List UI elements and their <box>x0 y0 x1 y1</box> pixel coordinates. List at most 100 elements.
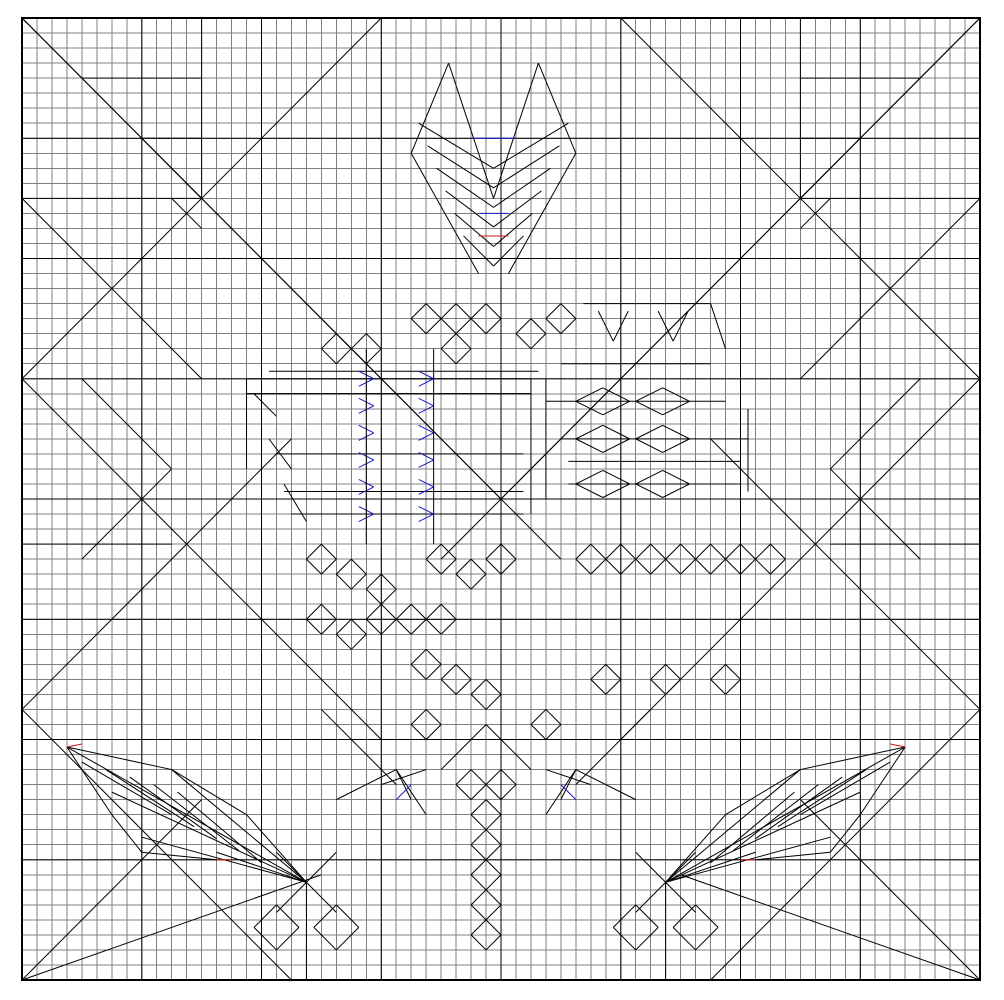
body-diamond <box>651 544 666 559</box>
body-diamond <box>741 544 756 559</box>
body-diamond <box>381 604 396 619</box>
leaf-base-diamond <box>336 905 358 928</box>
stem-diamond <box>471 770 486 785</box>
body-diamond <box>726 664 741 679</box>
body-diamond <box>321 544 336 559</box>
stem-diamond <box>486 860 501 875</box>
right-block-diamond <box>603 470 630 484</box>
body-diamond <box>441 304 456 319</box>
body-diamond <box>336 349 351 364</box>
body-diamond <box>411 724 426 739</box>
right-leaf-rib <box>666 792 861 882</box>
left-leaf-rib <box>172 770 307 883</box>
right-leaf-hatch <box>778 770 866 827</box>
left-leaf-hatch <box>178 792 262 863</box>
body-diamond <box>651 664 666 679</box>
right-block-diamond <box>603 388 630 402</box>
body-diamond <box>591 679 606 694</box>
stem-diamond <box>486 815 501 830</box>
leaf-base-diamond <box>673 927 695 950</box>
body-diamond <box>711 679 726 694</box>
body-diamond <box>351 634 366 649</box>
body-diamond <box>621 559 636 574</box>
stem-diamond <box>471 905 486 920</box>
right-block-diamond <box>603 439 630 453</box>
right-block-diamond <box>636 470 663 484</box>
body-diamond <box>351 349 366 364</box>
left-block-corner <box>254 394 276 417</box>
body-diamond <box>546 724 561 739</box>
body-diamond <box>546 304 561 319</box>
stem-diamond <box>501 785 516 800</box>
body-diamond <box>486 694 501 709</box>
body-diamond <box>636 544 651 559</box>
body-diamond <box>726 559 741 574</box>
body-diamond <box>411 619 426 634</box>
leaf-base-diamond <box>254 927 276 950</box>
right-block-diamond <box>576 388 603 402</box>
leaf-base-diamond <box>276 927 298 950</box>
body-diamond <box>486 304 501 319</box>
stem-diamond <box>486 770 501 785</box>
stem-diamond <box>471 815 486 830</box>
lower-chevron <box>381 770 426 785</box>
right-leaf-hatch <box>711 792 795 863</box>
body-diamond <box>456 334 471 349</box>
leaf-base-diamond <box>673 905 695 928</box>
leaf-base-diamond <box>314 927 336 950</box>
body-diamond <box>576 544 591 559</box>
body-diamond <box>411 709 426 724</box>
body-diamond <box>366 574 381 589</box>
body-diamond <box>711 544 726 559</box>
body-diamond <box>696 559 711 574</box>
right-block-diamond <box>576 484 603 498</box>
body-diamond <box>426 304 441 319</box>
body-diamond <box>666 544 681 559</box>
leaf-base-diamond <box>636 927 658 950</box>
body-diamond <box>396 619 411 634</box>
stem-diamond <box>486 890 501 905</box>
right-block-diamond <box>636 484 663 498</box>
body-diamond <box>711 559 726 574</box>
body-diamond <box>366 334 381 349</box>
body-diamond <box>411 649 426 664</box>
leaf-base-diamond <box>336 927 358 950</box>
body-diamond <box>606 544 621 559</box>
right-block-diamond <box>663 484 690 498</box>
body-diamond <box>381 619 396 634</box>
body-diamond <box>351 619 366 634</box>
body-diamond <box>711 664 726 679</box>
body-diamond <box>486 679 501 694</box>
leaf-base-diamond <box>613 905 635 928</box>
body-diamond <box>426 319 441 334</box>
right-block-diamond <box>576 470 603 484</box>
body-diamond <box>471 694 486 709</box>
body-diamond <box>321 334 336 349</box>
body-diamond <box>336 634 351 649</box>
body-diamond <box>351 334 366 349</box>
stem-edge <box>441 724 486 769</box>
right-block-diamond <box>636 388 663 402</box>
body-diamond <box>411 319 426 334</box>
body-diamond <box>516 319 531 334</box>
body-diamond <box>696 544 711 559</box>
body-diamond <box>426 619 441 634</box>
body-diamond <box>441 604 456 619</box>
left-block-corner <box>284 484 306 522</box>
body-diamond <box>531 709 546 724</box>
body-diamond <box>456 574 471 589</box>
body-diamond <box>666 664 681 679</box>
stem-diamond <box>471 935 486 950</box>
body-diamond <box>426 709 441 724</box>
body-diamond <box>516 334 531 349</box>
body-diamond <box>396 604 411 619</box>
body-diamond <box>321 559 336 574</box>
leaf-base-diamond <box>696 905 718 928</box>
left-leaf-edge <box>67 747 172 770</box>
right-leaf-edge <box>755 852 830 860</box>
body-diamond <box>666 679 681 694</box>
lower-chevron <box>546 770 591 785</box>
right-block-diamond <box>663 388 690 402</box>
stem-diamond <box>456 770 471 785</box>
